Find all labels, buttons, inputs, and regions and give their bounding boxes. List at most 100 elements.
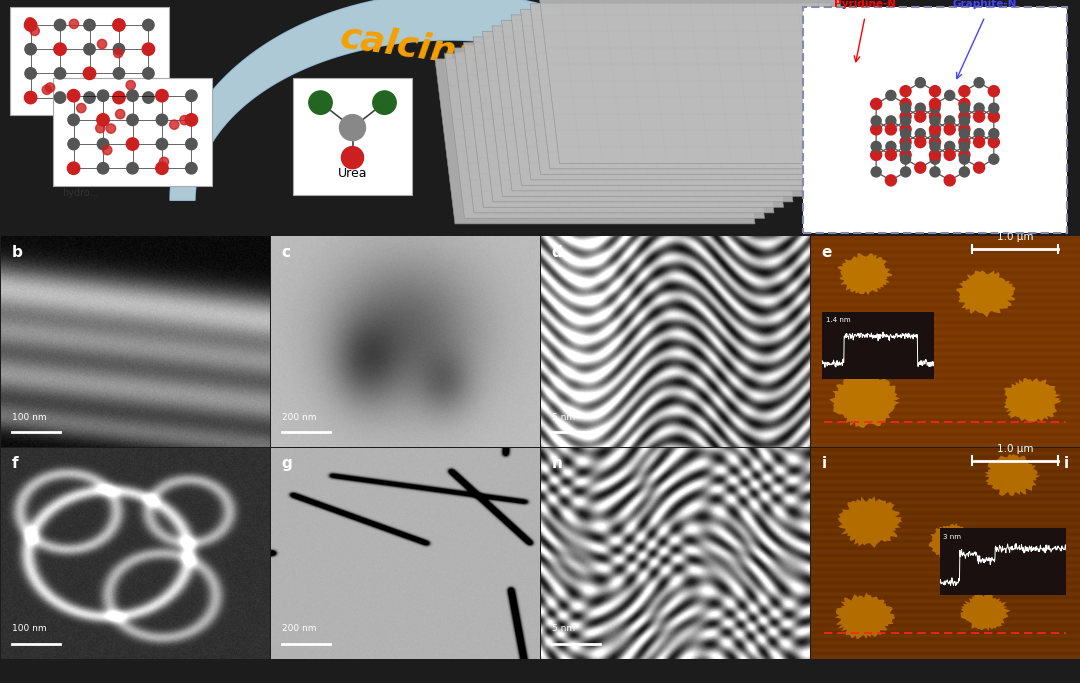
Circle shape [113, 44, 124, 55]
Circle shape [54, 92, 66, 103]
Circle shape [156, 89, 168, 102]
Text: c: c [282, 245, 291, 260]
Text: 5 nm: 5 nm [552, 413, 575, 421]
Circle shape [886, 116, 896, 126]
Circle shape [900, 150, 912, 161]
Circle shape [84, 19, 95, 31]
Circle shape [974, 128, 984, 139]
FancyBboxPatch shape [293, 78, 411, 195]
Circle shape [959, 154, 970, 164]
Circle shape [870, 98, 881, 109]
Circle shape [97, 40, 107, 48]
Circle shape [179, 115, 189, 125]
Text: Graphite-N: Graphite-N [953, 0, 1017, 9]
Circle shape [959, 141, 970, 152]
Circle shape [900, 137, 912, 148]
Polygon shape [530, 4, 850, 169]
Circle shape [143, 92, 154, 103]
Circle shape [901, 116, 910, 126]
Circle shape [26, 18, 35, 27]
Circle shape [54, 43, 66, 55]
Circle shape [83, 67, 96, 79]
Circle shape [170, 120, 179, 129]
Circle shape [156, 162, 168, 174]
Circle shape [959, 124, 970, 135]
Circle shape [160, 157, 168, 167]
Circle shape [988, 85, 999, 96]
Circle shape [900, 98, 912, 109]
FancyBboxPatch shape [53, 78, 212, 186]
Text: 100 nm: 100 nm [12, 624, 46, 633]
Polygon shape [835, 593, 894, 639]
Circle shape [989, 128, 999, 139]
FancyBboxPatch shape [804, 8, 1067, 233]
Circle shape [989, 103, 999, 113]
Circle shape [112, 18, 125, 31]
Circle shape [42, 85, 52, 94]
Circle shape [959, 116, 970, 126]
Polygon shape [463, 42, 783, 208]
Circle shape [143, 43, 154, 55]
Circle shape [915, 162, 926, 173]
Circle shape [373, 91, 396, 114]
Circle shape [97, 163, 109, 174]
Circle shape [959, 150, 970, 161]
Circle shape [901, 154, 910, 164]
Circle shape [97, 139, 109, 150]
Circle shape [901, 103, 910, 113]
Circle shape [872, 167, 881, 177]
Circle shape [959, 137, 970, 148]
Circle shape [339, 115, 365, 141]
Circle shape [25, 44, 37, 55]
Circle shape [67, 89, 80, 102]
Circle shape [930, 103, 940, 113]
Circle shape [915, 103, 926, 113]
Circle shape [930, 137, 941, 148]
Circle shape [126, 138, 138, 150]
Text: Urea: Urea [338, 167, 367, 180]
Text: 200 nm: 200 nm [282, 624, 316, 633]
Circle shape [54, 19, 66, 31]
Circle shape [886, 124, 896, 135]
Circle shape [945, 116, 955, 126]
Circle shape [54, 68, 66, 79]
Text: 1.0 μm: 1.0 μm [997, 232, 1034, 242]
Circle shape [157, 114, 167, 126]
Circle shape [30, 26, 39, 36]
Circle shape [157, 139, 167, 150]
Text: i: i [1064, 456, 1068, 471]
Text: Pyridine-N: Pyridine-N [834, 0, 896, 9]
Circle shape [945, 141, 955, 152]
Circle shape [25, 18, 37, 31]
Polygon shape [435, 59, 755, 224]
Circle shape [186, 163, 197, 174]
Circle shape [901, 167, 910, 177]
Circle shape [915, 128, 926, 139]
Polygon shape [1004, 378, 1062, 423]
Text: i: i [822, 456, 826, 471]
Polygon shape [540, 0, 860, 163]
Circle shape [900, 85, 912, 96]
Circle shape [930, 150, 941, 161]
Circle shape [901, 128, 910, 139]
Circle shape [886, 90, 896, 100]
Polygon shape [838, 496, 903, 548]
Circle shape [872, 141, 881, 152]
Circle shape [930, 141, 940, 152]
Circle shape [143, 19, 154, 31]
Circle shape [959, 103, 970, 113]
Circle shape [870, 150, 881, 161]
Circle shape [341, 147, 364, 169]
Polygon shape [956, 270, 1015, 318]
Polygon shape [492, 26, 812, 191]
Circle shape [930, 98, 941, 109]
Circle shape [77, 103, 86, 113]
Circle shape [973, 111, 985, 122]
Circle shape [973, 137, 985, 148]
Circle shape [973, 162, 985, 173]
Polygon shape [501, 20, 822, 185]
Text: 100 nm: 100 nm [12, 413, 46, 421]
Circle shape [988, 111, 999, 122]
Circle shape [25, 68, 37, 79]
Text: g: g [282, 456, 293, 471]
